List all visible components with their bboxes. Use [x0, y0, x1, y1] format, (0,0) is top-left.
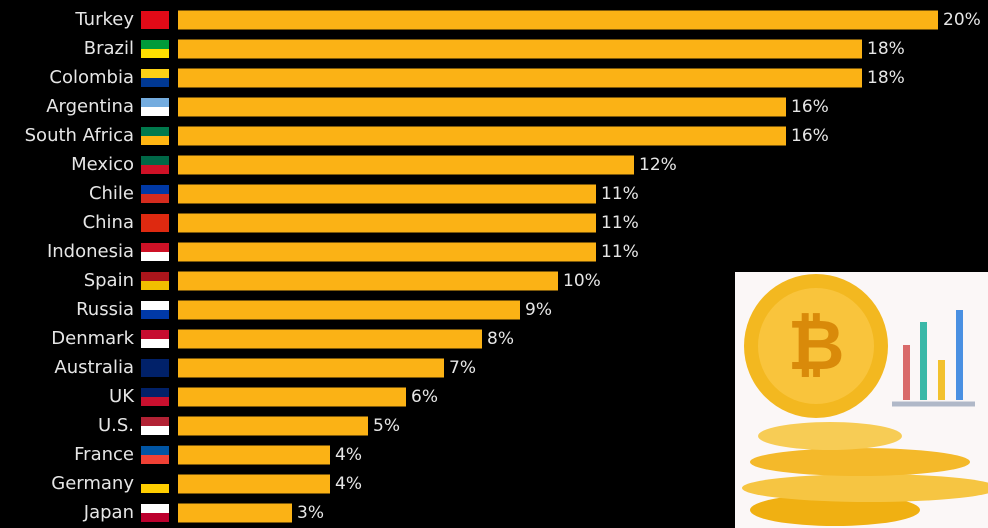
- category-label: Australia: [54, 357, 134, 378]
- bar: [178, 10, 938, 30]
- value-label: 4%: [335, 445, 362, 465]
- bar: [178, 358, 444, 378]
- category-label: China: [83, 212, 134, 233]
- mini-bar: [956, 310, 963, 400]
- coin-face: [758, 288, 874, 404]
- bar: [178, 126, 786, 146]
- category-label: Brazil: [84, 38, 134, 59]
- coin: [758, 422, 902, 450]
- flag-stripe: [141, 455, 169, 464]
- category-label: Indonesia: [47, 241, 134, 262]
- value-label: 11%: [601, 242, 639, 262]
- bar: [178, 387, 406, 407]
- category-label: France: [74, 444, 134, 465]
- bars: Turkey 20% Brazil 18% Colombia 18% Argentina 16…: [25, 9, 981, 523]
- flag-stripe: [141, 223, 169, 232]
- flag-stripe: [141, 310, 169, 319]
- category-label: Turkey: [74, 9, 134, 30]
- flag-stripe: [141, 194, 169, 203]
- bitcoin-illustration: ₿: [735, 272, 988, 528]
- value-label: 18%: [867, 68, 905, 88]
- mini-bar: [938, 360, 945, 400]
- category-label: Spain: [84, 270, 134, 291]
- flag-stripe: [141, 252, 169, 261]
- flag-stripe: [141, 136, 169, 145]
- bar: [178, 213, 596, 233]
- bitcoin-symbol: ₿: [787, 304, 844, 386]
- coin: [750, 494, 920, 526]
- flag-stripe: [141, 78, 169, 87]
- value-label: 6%: [411, 387, 438, 407]
- category-label: UK: [109, 386, 135, 407]
- category-label: Chile: [89, 183, 134, 204]
- flag-stripe: [141, 49, 169, 58]
- value-label: 12%: [639, 155, 677, 175]
- category-label: Germany: [51, 473, 134, 494]
- flag-stripe: [141, 339, 169, 348]
- category-label: Denmark: [51, 328, 134, 349]
- coin: [742, 474, 988, 502]
- bar: [178, 445, 330, 465]
- value-label: 4%: [335, 474, 362, 494]
- flag-stripe: [141, 281, 169, 290]
- bar: [178, 329, 482, 349]
- value-label: 7%: [449, 358, 476, 378]
- flag-stripe: [141, 513, 169, 522]
- bar: [178, 271, 558, 291]
- flag-stripe: [141, 165, 169, 174]
- flag-stripe: [141, 426, 169, 435]
- value-label: 8%: [487, 329, 514, 349]
- value-label: 11%: [601, 213, 639, 233]
- bar: [178, 474, 330, 494]
- category-label: Argentina: [46, 96, 134, 117]
- category-label: Colombia: [49, 67, 134, 88]
- bar: [178, 39, 862, 59]
- flag-stripe: [141, 20, 169, 29]
- value-label: 11%: [601, 184, 639, 204]
- bar: [178, 503, 292, 523]
- bar: [178, 68, 862, 88]
- flag-stripe: [141, 484, 169, 493]
- value-label: 16%: [791, 126, 829, 146]
- category-label: U.S.: [98, 415, 134, 436]
- value-label: 10%: [563, 271, 601, 291]
- coin: [750, 448, 970, 476]
- bar: [178, 184, 596, 204]
- value-label: 3%: [297, 503, 324, 523]
- value-label: 18%: [867, 39, 905, 59]
- bar: [178, 242, 596, 262]
- flag-stripe: [141, 107, 169, 116]
- category-label: South Africa: [25, 125, 134, 146]
- bar: [178, 416, 368, 436]
- value-label: 9%: [525, 300, 552, 320]
- category-label: Japan: [83, 502, 134, 523]
- category-label: Mexico: [71, 154, 134, 175]
- flag-stripe: [141, 397, 169, 406]
- value-label: 20%: [943, 10, 981, 30]
- value-label: 5%: [373, 416, 400, 436]
- bar: [178, 155, 634, 175]
- category-label: Russia: [76, 299, 134, 320]
- bar: [178, 97, 786, 117]
- mini-bar: [920, 322, 927, 400]
- flag-stripe: [141, 368, 169, 377]
- bar: [178, 300, 520, 320]
- mini-bar: [903, 345, 910, 400]
- value-label: 16%: [791, 97, 829, 117]
